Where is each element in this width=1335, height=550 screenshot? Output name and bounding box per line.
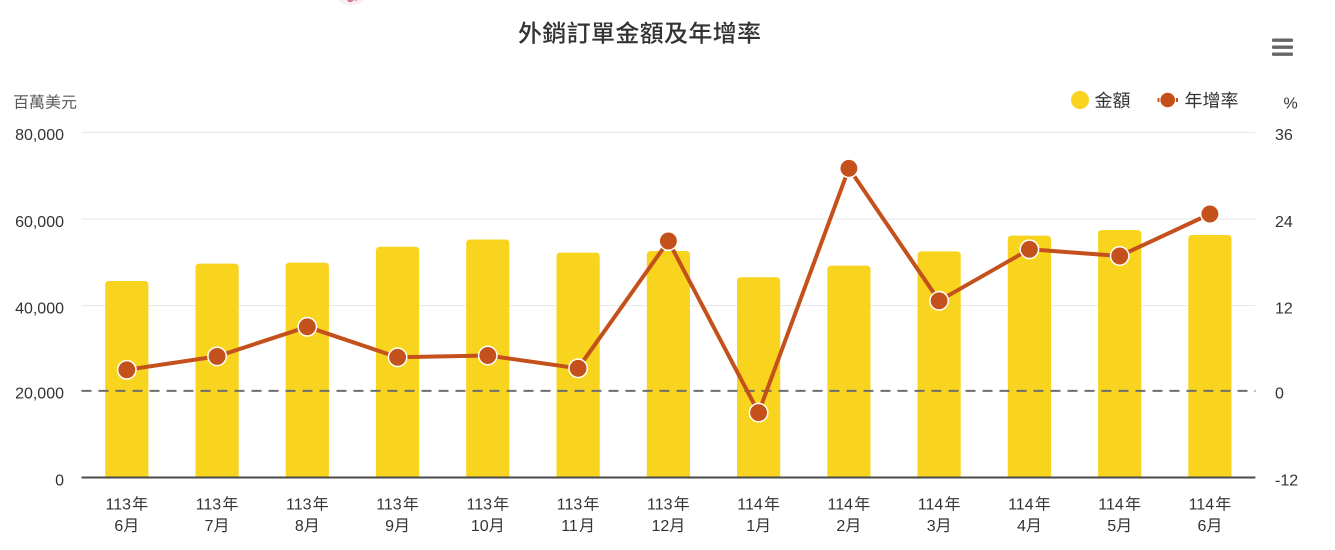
svg-text:113: 113 bbox=[557, 497, 583, 514]
svg-text:1: 1 bbox=[746, 518, 755, 535]
svg-text:60,000: 60,000 bbox=[15, 214, 64, 231]
svg-text:114: 114 bbox=[1008, 497, 1034, 514]
svg-text:24: 24 bbox=[1275, 214, 1293, 231]
svg-text:113: 113 bbox=[647, 497, 673, 514]
svg-text:113: 113 bbox=[106, 497, 132, 514]
svg-text:3: 3 bbox=[927, 518, 936, 535]
svg-text:12: 12 bbox=[652, 518, 670, 535]
svg-text:-12: -12 bbox=[1275, 472, 1298, 489]
svg-text:10: 10 bbox=[471, 518, 489, 535]
svg-text:5: 5 bbox=[1107, 518, 1116, 535]
svg-text:2: 2 bbox=[836, 518, 845, 535]
svg-text:0: 0 bbox=[55, 472, 64, 489]
svg-text:113: 113 bbox=[467, 497, 493, 514]
svg-text:113: 113 bbox=[286, 497, 312, 514]
svg-text:%: % bbox=[1284, 96, 1298, 113]
svg-text:6: 6 bbox=[114, 518, 123, 535]
svg-text:40,000: 40,000 bbox=[15, 300, 64, 317]
svg-text:114: 114 bbox=[828, 497, 854, 514]
svg-text:114: 114 bbox=[918, 497, 944, 514]
svg-text:113: 113 bbox=[376, 497, 402, 514]
svg-text:7: 7 bbox=[205, 518, 214, 535]
svg-text:6: 6 bbox=[1198, 518, 1207, 535]
svg-text:113: 113 bbox=[196, 497, 222, 514]
svg-text:11: 11 bbox=[561, 518, 578, 535]
svg-text:114: 114 bbox=[1189, 497, 1215, 514]
svg-text:20,000: 20,000 bbox=[15, 386, 64, 403]
svg-text:36: 36 bbox=[1275, 127, 1293, 144]
svg-text:0: 0 bbox=[1275, 386, 1284, 403]
svg-text:114: 114 bbox=[737, 497, 763, 514]
svg-text:4: 4 bbox=[1017, 518, 1026, 535]
svg-text:9: 9 bbox=[385, 518, 394, 535]
svg-text:80,000: 80,000 bbox=[15, 127, 64, 144]
svg-text:8: 8 bbox=[295, 518, 304, 535]
svg-text:12: 12 bbox=[1275, 300, 1293, 317]
svg-text:114: 114 bbox=[1098, 497, 1124, 514]
